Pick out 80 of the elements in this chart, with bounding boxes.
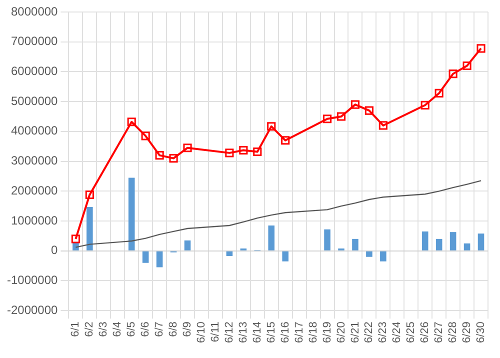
point [253,147,262,156]
x-tick-label: 6/5 [126,322,138,337]
x-tick-label: 6/30 [475,322,488,344]
x-tick-label: 6/28 [447,322,460,344]
x-tick-label: 6/7 [154,322,166,337]
x-tick-label: 6/13 [237,322,250,344]
y-tick-label: 4000000 [10,124,58,138]
y-tick-label: -1000000 [6,273,58,288]
point [141,132,150,140]
bar [450,232,456,250]
bar [268,225,275,250]
x-tick-label: 6/24 [391,322,404,344]
bar [324,229,330,250]
point [476,44,486,53]
x-tick-label: 6/4 [112,322,124,337]
x-tick-label: 6/18 [307,322,320,344]
point [85,190,94,200]
point [420,100,430,110]
point [155,151,164,160]
x-tick-label: 6/23 [377,322,390,344]
bar [142,251,149,263]
point [127,118,136,126]
x-tick-label: 6/1 [70,322,82,337]
x-tick-label: 6/27 [433,322,446,344]
bar [184,240,191,250]
point [434,88,444,98]
point [71,234,80,244]
x-tick-label: 6/26 [419,322,432,344]
x-tick-label: 6/6 [140,322,152,337]
point [378,121,388,130]
x-tick-label: 6/21 [349,322,362,344]
point [350,100,360,109]
bar [226,251,233,256]
x-tick-label: 6/14 [251,322,264,344]
x-tick-label: 6/20 [335,322,348,344]
point [336,112,346,121]
x-tick-label: 6/8 [168,322,180,337]
y-tick-label: 5000000 [10,94,58,108]
point [239,146,248,155]
x-tick-label: 6/29 [461,322,474,344]
point [267,122,276,131]
bar [436,238,442,250]
bar [422,231,428,250]
bar [352,238,358,250]
x-tick-label: 6/9 [182,322,194,337]
x-tick-label: 6/17 [293,322,306,344]
bar [380,251,386,262]
y-tick-label: 6000000 [10,64,58,78]
point [183,144,192,152]
x-tick-label: 6/15 [265,322,278,344]
bar [86,206,93,250]
point [462,61,472,70]
bar [366,251,372,257]
x-tick-label: 6/2 [84,322,96,337]
point [448,70,458,78]
x-tick-label: 6/3 [98,322,110,337]
x-tick-label: 6/10 [196,322,208,344]
x-tick-label: 6/11 [209,322,222,342]
y-tick-label: 2000000 [10,183,58,198]
bar [464,243,470,250]
point [225,148,234,158]
bar [128,178,135,250]
bar [478,234,484,250]
y-tick-label: 3000000 [10,154,58,168]
y-tick-label: 0 [51,243,58,258]
bar [156,251,163,268]
y-tick-label: 8000000 [10,4,58,18]
x-tick-label: 6/19 [321,322,334,344]
y-tick-label: 7000000 [10,34,58,48]
x-tick-label: 6/12 [223,322,236,344]
point [281,136,290,145]
y-tick-label: 1000000 [10,213,58,228]
y-tick-label: -2000000 [6,302,58,317]
point [364,106,374,115]
x-tick-label: 6/22 [363,322,376,344]
bar [282,251,288,262]
point [169,154,178,163]
point [322,114,332,124]
x-tick-label: 6/16 [279,322,292,344]
x-tick-label: 6/25 [405,322,418,344]
